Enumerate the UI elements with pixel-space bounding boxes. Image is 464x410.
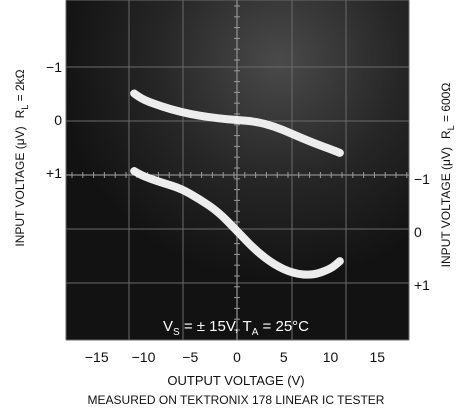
right-y-axis-label: INPUT VOLTAGE (μV)RL = 600Ω bbox=[439, 83, 456, 268]
x-tick-label-6: 15 bbox=[369, 349, 385, 365]
right-y-tick-labels: −1 0 +1 bbox=[414, 171, 430, 293]
x-tick-label-0: −15 bbox=[85, 349, 109, 365]
x-tick-label-5: 10 bbox=[323, 349, 339, 365]
left-y-tick-labels: −1 0 +1 bbox=[46, 59, 62, 181]
left-y-tick-label-0: −1 bbox=[46, 59, 62, 75]
trace-left-load bbox=[130, 89, 344, 157]
trace-right-load bbox=[130, 167, 344, 279]
left-y-tick-label-2: +1 bbox=[46, 165, 62, 181]
left-y-tick-label-1: 0 bbox=[54, 112, 62, 128]
x-tick-label-2: −5 bbox=[182, 349, 198, 365]
x-tick-label-3: 0 bbox=[233, 349, 241, 365]
right-y-tick-label-2: +1 bbox=[414, 277, 430, 293]
x-tick-label-1: −10 bbox=[132, 349, 156, 365]
figure-caption: MEASURED ON TEKTRONIX 178 LINEAR IC TEST… bbox=[88, 393, 385, 407]
x-tick-labels: −15 −10 −5 0 5 10 15 bbox=[85, 349, 385, 365]
left-y-axis-label: INPUT VOLTAGE (μV)RL = 2kΩ bbox=[13, 69, 30, 246]
conditions-annotation: VS = ± 15V, TA = 25°C bbox=[163, 318, 309, 338]
right-y-tick-label-1: 0 bbox=[414, 224, 422, 240]
x-tick-label-4: 5 bbox=[280, 349, 288, 365]
x-axis-label: OUTPUT VOLTAGE (V) bbox=[167, 373, 304, 388]
right-y-tick-label-0: −1 bbox=[414, 171, 430, 187]
traces bbox=[130, 89, 344, 279]
